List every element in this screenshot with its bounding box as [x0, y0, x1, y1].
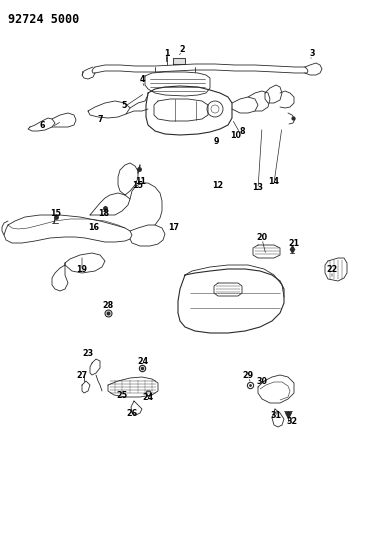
Text: 30: 30	[257, 376, 267, 385]
Text: 8: 8	[239, 126, 245, 135]
Text: 14: 14	[269, 176, 279, 185]
Text: 25: 25	[117, 391, 127, 400]
Text: 32: 32	[286, 416, 298, 425]
Text: 7: 7	[97, 115, 103, 124]
Text: 23: 23	[83, 349, 93, 358]
Text: 13: 13	[252, 182, 264, 191]
Text: 6: 6	[39, 120, 45, 130]
Text: 11: 11	[135, 176, 147, 185]
Text: 1: 1	[164, 49, 170, 58]
Text: 21: 21	[288, 238, 300, 247]
Text: 28: 28	[102, 301, 113, 310]
Text: 27: 27	[76, 370, 88, 379]
Text: 92724 5000: 92724 5000	[8, 13, 79, 26]
Text: 31: 31	[271, 410, 281, 419]
Text: 16: 16	[88, 222, 100, 231]
Text: 3: 3	[309, 49, 315, 58]
Text: 4: 4	[139, 75, 145, 84]
Text: 9: 9	[213, 136, 219, 146]
Text: 24: 24	[137, 357, 149, 366]
Text: 20: 20	[256, 232, 267, 241]
Text: 12: 12	[212, 181, 223, 190]
Text: 2: 2	[179, 44, 185, 53]
Text: 19: 19	[76, 264, 88, 273]
Text: 15: 15	[51, 208, 61, 217]
Text: 15: 15	[132, 181, 144, 190]
Text: 18: 18	[98, 208, 110, 217]
Text: 10: 10	[230, 131, 242, 140]
Text: 24: 24	[142, 392, 154, 401]
Text: 17: 17	[169, 222, 179, 231]
Text: 5: 5	[121, 101, 127, 109]
Text: 22: 22	[327, 264, 338, 273]
Text: 29: 29	[242, 370, 254, 379]
Text: 26: 26	[127, 408, 137, 417]
